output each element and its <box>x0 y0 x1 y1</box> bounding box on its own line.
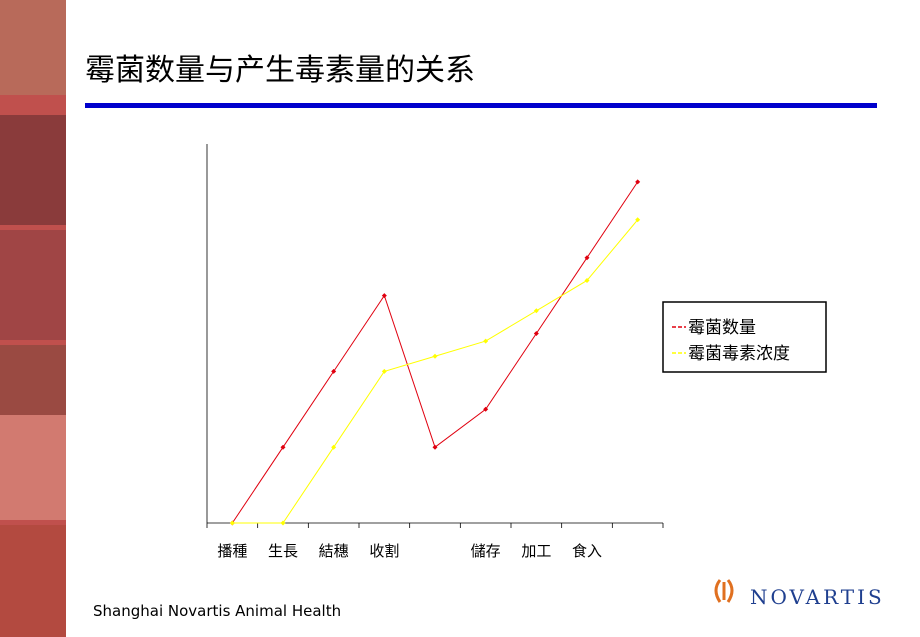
data-point <box>381 368 387 374</box>
data-point <box>432 444 438 450</box>
data-point <box>280 520 286 526</box>
photo-cow <box>0 230 66 340</box>
photo-chicken <box>0 525 66 637</box>
x-tick-label: 儲存 <box>471 542 501 560</box>
data-point <box>229 520 235 526</box>
data-point <box>331 444 337 450</box>
x-tick-label: 加工 <box>521 542 551 560</box>
x-tick-label: 結穗 <box>319 542 349 560</box>
data-point <box>533 331 539 336</box>
photo-dog <box>0 0 66 95</box>
logo-text: NOVARTIS <box>750 585 885 609</box>
legend <box>662 301 827 373</box>
x-tick-label: 收割 <box>369 542 399 560</box>
slide-title: 霉菌数量与产生毒素量的关系 <box>85 53 475 88</box>
photo-cat <box>0 115 66 225</box>
data-point <box>584 277 590 283</box>
data-point <box>381 293 387 299</box>
x-tick-label: 生長 <box>268 542 298 560</box>
data-point <box>331 368 337 374</box>
photo-pig <box>0 415 66 520</box>
logo-icon <box>714 579 734 603</box>
data-point <box>635 217 641 223</box>
x-tick-label: 播種 <box>217 542 247 560</box>
legend-label: 霉菌毒素浓度 <box>688 344 790 364</box>
legend-label: 霉菌数量 <box>688 318 756 338</box>
series-line <box>232 219 639 524</box>
data-point <box>280 444 286 450</box>
data-point <box>483 338 489 344</box>
title-rule <box>85 103 877 108</box>
photo-sheep <box>0 345 66 415</box>
data-point <box>584 255 590 261</box>
data-point <box>483 406 489 412</box>
footer-text: Shanghai Novartis Animal Health <box>93 602 341 620</box>
data-point <box>432 353 438 359</box>
series-line <box>231 181 639 524</box>
x-tick-label: 食入 <box>572 542 602 560</box>
data-point <box>635 179 641 185</box>
data-point <box>533 308 539 314</box>
